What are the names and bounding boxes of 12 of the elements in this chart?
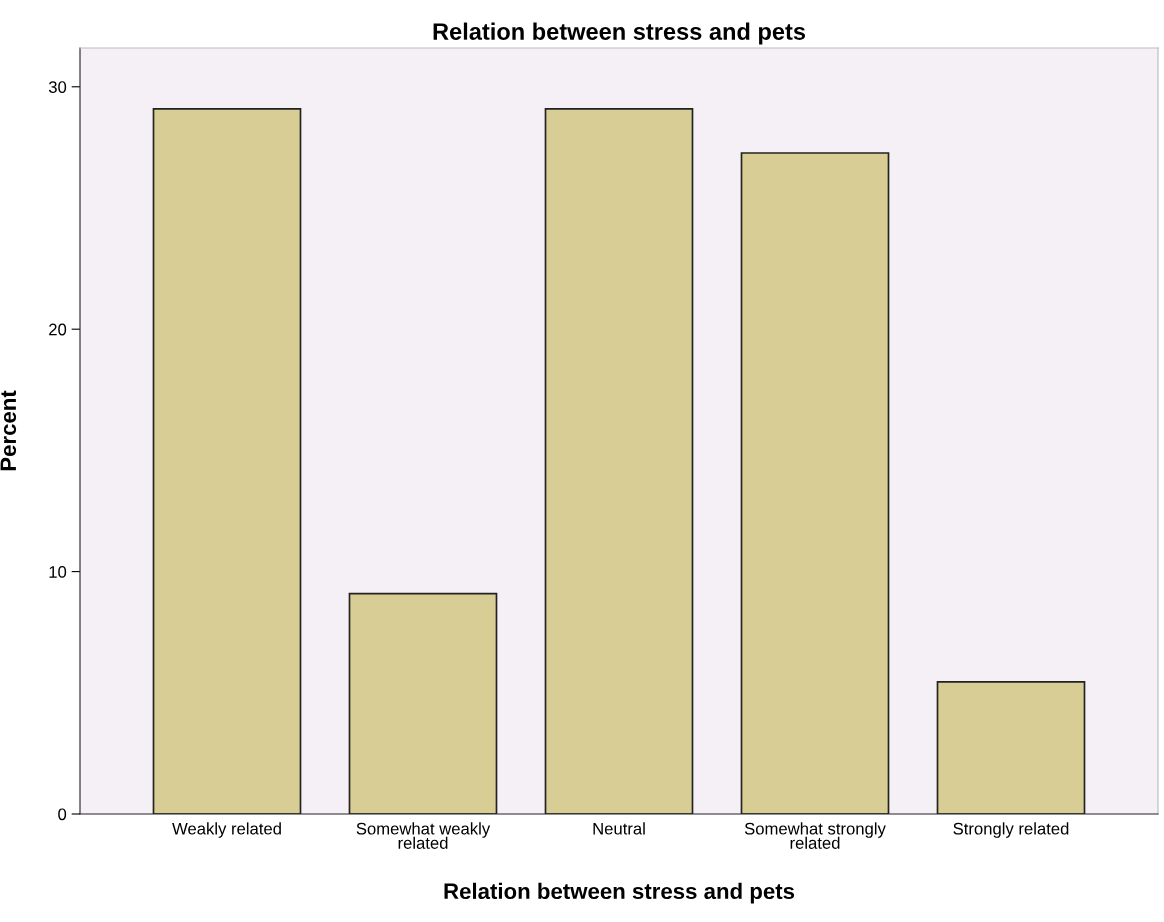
x-tick-label: Neutral [593,822,645,835]
x-axis-title: Relation between stress and pets [444,882,795,904]
y-tick-label: 30 [48,81,67,93]
y-tick-label: 10 [49,566,67,578]
x-tick-label: Strongly related [953,822,1069,838]
x-tick-label: Somewhat weakly related [356,822,491,849]
chart-title: Relation between stress and pets [433,22,806,45]
y-tick-label: 0 [58,808,67,821]
y-tick-label: 20 [49,323,67,336]
x-tick-label: Weakly related [172,822,281,838]
x-tick-label: Somewhat strongly related [744,822,886,849]
y-axis-title: Percent [0,390,17,471]
